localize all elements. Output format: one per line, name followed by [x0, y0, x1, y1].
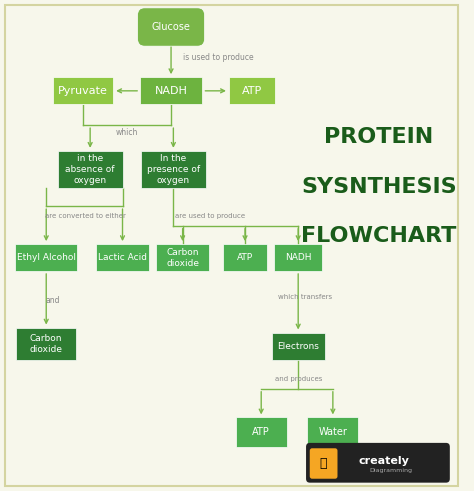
- Text: 💡: 💡: [320, 457, 328, 470]
- FancyBboxPatch shape: [16, 328, 76, 360]
- Text: PROTEIN: PROTEIN: [325, 128, 434, 147]
- Text: is used to produce: is used to produce: [182, 54, 253, 62]
- Text: In the
presence of
oxygen: In the presence of oxygen: [147, 154, 200, 185]
- Text: NADH: NADH: [285, 253, 311, 262]
- FancyBboxPatch shape: [274, 245, 322, 272]
- Text: ATP: ATP: [252, 427, 270, 437]
- Text: Pyruvate: Pyruvate: [58, 86, 108, 96]
- FancyBboxPatch shape: [137, 8, 205, 46]
- FancyBboxPatch shape: [310, 448, 337, 479]
- Text: ATP: ATP: [237, 253, 253, 262]
- FancyBboxPatch shape: [58, 151, 122, 188]
- Text: Water: Water: [319, 427, 347, 437]
- FancyBboxPatch shape: [53, 78, 113, 105]
- Text: Ethyl Alcohol: Ethyl Alcohol: [17, 253, 76, 262]
- Text: which: which: [116, 128, 138, 137]
- Text: NADH: NADH: [155, 86, 188, 96]
- FancyBboxPatch shape: [308, 417, 358, 447]
- Text: Electrons: Electrons: [277, 342, 319, 351]
- Text: which transfers: which transfers: [278, 294, 332, 300]
- Text: Lactic Acid: Lactic Acid: [98, 253, 147, 262]
- FancyBboxPatch shape: [272, 333, 325, 360]
- FancyBboxPatch shape: [140, 78, 202, 105]
- Text: and produces: and produces: [274, 376, 322, 382]
- Text: Carbon
dioxide: Carbon dioxide: [166, 248, 199, 268]
- FancyBboxPatch shape: [5, 5, 458, 486]
- Text: in the
absence of
oxygen: in the absence of oxygen: [65, 154, 115, 185]
- Text: ATP: ATP: [242, 86, 262, 96]
- FancyBboxPatch shape: [236, 417, 287, 447]
- Text: FLOWCHART: FLOWCHART: [301, 226, 457, 246]
- Text: and: and: [46, 296, 60, 305]
- FancyBboxPatch shape: [229, 78, 275, 105]
- Text: are converted to either: are converted to either: [45, 213, 126, 219]
- FancyBboxPatch shape: [306, 443, 450, 483]
- Text: SYSNTHESIS: SYSNTHESIS: [301, 177, 457, 196]
- FancyBboxPatch shape: [96, 245, 149, 272]
- FancyBboxPatch shape: [156, 245, 209, 272]
- FancyBboxPatch shape: [15, 245, 77, 272]
- Text: Diagramming: Diagramming: [369, 468, 412, 473]
- Text: creately: creately: [358, 456, 409, 465]
- Text: are used to produce: are used to produce: [175, 213, 246, 219]
- Text: Glucose: Glucose: [152, 22, 191, 32]
- Text: Carbon
dioxide: Carbon dioxide: [30, 334, 63, 354]
- FancyBboxPatch shape: [141, 151, 206, 188]
- FancyBboxPatch shape: [223, 245, 267, 272]
